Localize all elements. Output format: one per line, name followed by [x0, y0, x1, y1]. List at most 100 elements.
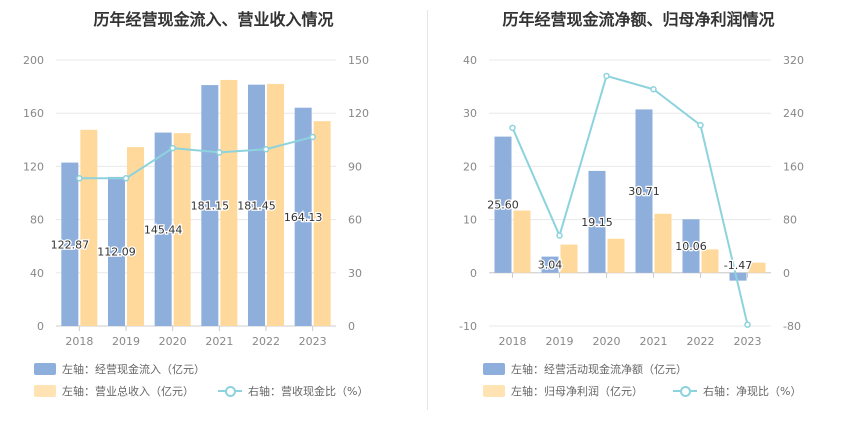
bar-data-label: -1.47	[724, 259, 752, 272]
x-tick-label: 2019	[546, 335, 574, 348]
right-y-tick-label: 120	[348, 107, 369, 120]
legend-bar-swatch	[483, 363, 505, 375]
bar-secondary	[313, 121, 331, 327]
right-y-tick-label: 90	[348, 160, 362, 173]
left-y-tick-label: 10	[463, 214, 477, 227]
x-tick-label: 2020	[593, 335, 621, 348]
bar-primary	[588, 170, 606, 273]
x-tick-label: 2023	[299, 335, 327, 348]
bar-primary	[729, 272, 747, 281]
left-chart-panel: 历年经营现金流入、营业收入情况 0 40 80 120 160 200 0 30 60 90 120…	[23, 10, 369, 399]
legend-bar-swatch	[34, 363, 56, 375]
legend-label: 左轴：归母净利润（亿元）	[511, 385, 643, 398]
bar-data-label: 181.45	[237, 199, 276, 212]
bar-data-label: 164.13	[284, 211, 323, 224]
legend-label: 左轴：经营现金流入（亿元）	[62, 363, 205, 376]
bar-data-label: 25.60	[487, 199, 519, 212]
ratio-point	[744, 321, 751, 328]
bar-data-label: 181.15	[191, 200, 230, 213]
bar-data-label: 10.06	[675, 240, 707, 253]
x-tick-label: 2018	[499, 335, 527, 348]
left-y-tick-label: 160	[23, 107, 44, 120]
ratio-point	[650, 86, 657, 93]
left-y-tick-label: 20	[463, 160, 477, 173]
right-y-tick-label: 60	[348, 214, 362, 227]
left-y-tick-label: -10	[459, 320, 477, 333]
ratio-point	[262, 145, 270, 153]
bar-primary	[201, 85, 219, 327]
ratio-line	[511, 74, 749, 325]
x-tick-label: 2021	[640, 335, 668, 348]
right-y-tick-label: 240	[783, 107, 804, 120]
bar-secondary	[80, 129, 98, 326]
right-chart-svg: -10 0 10 20 30 40 -80 0 80 160 240 320 2018 2019 2020 2…	[459, 54, 804, 348]
ratio-point	[309, 133, 316, 141]
left-y-tick-label: 0	[470, 267, 477, 280]
bar-secondary	[220, 79, 238, 326]
ratio-point	[76, 175, 83, 182]
x-tick-label: 2022	[687, 335, 715, 348]
right-y-tick-label: 160	[783, 160, 804, 173]
left-legend-item-1[interactable]: 左轴：经营现金流入（亿元）	[34, 361, 205, 377]
bar-data-label: 3.04	[538, 259, 563, 272]
bar-secondary	[701, 249, 719, 273]
legend-line-swatch	[218, 385, 242, 397]
ratio-point	[509, 124, 516, 132]
bar-secondary	[607, 238, 625, 273]
right-y-tick-label: 80	[783, 214, 797, 227]
left-legend-item-3[interactable]: 右轴：营收现金比（%）	[218, 383, 368, 399]
right-legend-item-3[interactable]: 右轴：净现比（%）	[673, 383, 801, 399]
right-y-tick-label: 30	[348, 267, 362, 280]
legend-bar-swatch	[483, 385, 505, 397]
left-chart-title: 历年经营现金流入、营业收入情况	[93, 10, 334, 29]
bar-secondary	[560, 244, 578, 273]
legend-label: 左轴：经营活动现金流净额（亿元）	[511, 363, 687, 376]
x-tick-label: 2018	[65, 335, 93, 348]
bar-secondary	[513, 210, 531, 273]
legend-label: 右轴：营收现金比（%）	[248, 385, 369, 398]
ratio-point	[556, 232, 563, 239]
bar-primary	[541, 256, 559, 273]
bar-primary	[248, 84, 265, 326]
x-tick-label: 2021	[205, 335, 233, 348]
legend-line-swatch	[673, 385, 697, 397]
bar-primary	[108, 176, 125, 326]
bar-primary	[294, 107, 312, 327]
bar-primary	[635, 109, 653, 273]
bar-data-label: 145.44	[144, 223, 183, 236]
right-legend-item-1[interactable]: 左轴：经营活动现金流净额（亿元）	[483, 361, 687, 377]
left-legend-item-2[interactable]: 左轴：营业总收入（亿元）	[34, 383, 194, 399]
left-y-tick-label: 0	[37, 320, 44, 333]
right-y-tick-label: 0	[348, 320, 355, 333]
x-tick-label: 2020	[159, 335, 187, 348]
ratio-point	[169, 144, 176, 152]
right-y-tick-label: -80	[783, 320, 801, 333]
left-y-tick-label: 200	[23, 54, 44, 67]
panel-divider	[427, 10, 428, 410]
x-tick-label: 2019	[112, 335, 140, 348]
ratio-point	[603, 72, 610, 80]
ratio-point	[122, 175, 130, 182]
right-chart-title: 历年经营现金流净额、归母净利润情况	[502, 10, 775, 29]
ratio-point	[697, 121, 704, 129]
right-legend-item-2[interactable]: 左轴：归母净利润（亿元）	[483, 383, 643, 399]
right-y-tick-label: 150	[348, 54, 369, 67]
ratio-line	[79, 135, 313, 180]
bar-primary	[682, 219, 700, 273]
right-y-tick-label: 320	[783, 54, 804, 67]
left-y-tick-label: 80	[30, 214, 44, 227]
bar-secondary	[173, 133, 191, 326]
left-chart-svg: 0 40 80 120 160 200 0 30 60 90 120 150 2018 2019 2020 2…	[23, 54, 369, 348]
bar-primary	[494, 136, 512, 273]
bar-data-label: 122.87	[51, 238, 90, 251]
left-y-tick-label: 120	[23, 160, 44, 173]
x-tick-label: 2022	[252, 335, 280, 348]
legend-label: 左轴：营业总收入（亿元）	[62, 385, 194, 398]
bar-data-label: 30.71	[628, 185, 660, 198]
x-tick-label: 2023	[734, 335, 762, 348]
bar-primary	[61, 162, 79, 326]
right-y-tick-label: 0	[783, 267, 790, 280]
left-y-tick-label: 40	[463, 54, 477, 67]
legend-bar-swatch	[34, 385, 56, 397]
